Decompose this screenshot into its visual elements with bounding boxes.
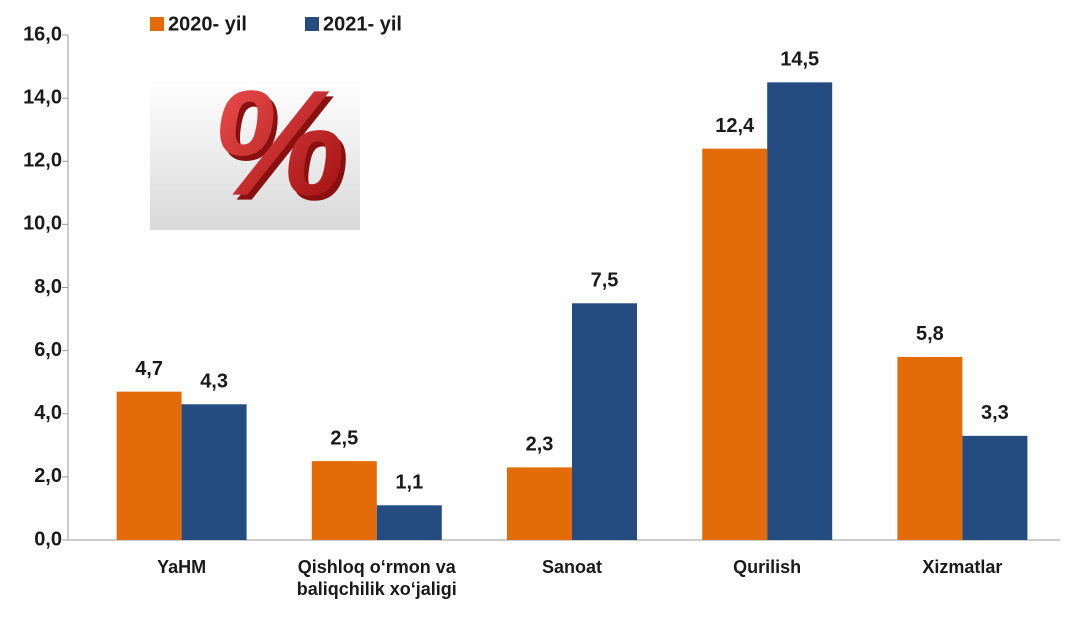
y-tick-label: 16,0	[23, 23, 62, 45]
value-label: 5,8	[916, 323, 944, 345]
x-tick-label: Sanoat	[541, 557, 602, 577]
x-tick-label: YaHM	[157, 557, 207, 577]
legend-swatch	[150, 17, 164, 31]
legend-swatch	[305, 17, 319, 31]
legend-label: 2021- yil	[323, 13, 402, 35]
value-label: 12,4	[715, 115, 755, 137]
y-tick-label: 12,0	[23, 150, 62, 172]
y-tick-label: 10,0	[23, 213, 62, 235]
bar	[572, 303, 637, 540]
value-label: 14,5	[780, 49, 819, 71]
bar	[116, 391, 182, 540]
bar	[376, 505, 442, 540]
value-label: 4,3	[200, 371, 228, 393]
svg-text:%: %	[207, 64, 364, 231]
bar	[962, 435, 1028, 540]
value-label: 7,5	[591, 270, 619, 292]
value-label: 2,3	[526, 434, 554, 456]
bar	[702, 148, 768, 540]
y-tick-label: 14,0	[23, 86, 62, 108]
percent-icon: % %	[150, 59, 364, 231]
y-tick-label: 6,0	[34, 339, 62, 361]
value-label: 1,1	[395, 472, 423, 494]
bar	[897, 356, 963, 540]
y-tick-label: 2,0	[34, 465, 62, 487]
y-tick-label: 8,0	[34, 276, 62, 298]
bar	[311, 461, 377, 540]
value-label: 2,5	[330, 427, 358, 449]
svg-text:%: %	[202, 59, 359, 226]
legend-label: 2020- yil	[168, 13, 247, 35]
x-tick-label: Qishloq o‘rmon va baliqchilik xo‘jaligi	[296, 557, 457, 599]
y-tick-label: 0,0	[34, 528, 62, 550]
bar	[767, 82, 833, 540]
x-tick-label: Xizmatlar	[922, 557, 1003, 577]
y-tick-label: 4,0	[34, 402, 62, 424]
bar	[507, 467, 572, 540]
value-label: 3,3	[981, 402, 1009, 424]
x-tick-label: Qurilish	[733, 557, 802, 577]
bar	[181, 404, 247, 540]
value-label: 4,7	[135, 358, 163, 380]
